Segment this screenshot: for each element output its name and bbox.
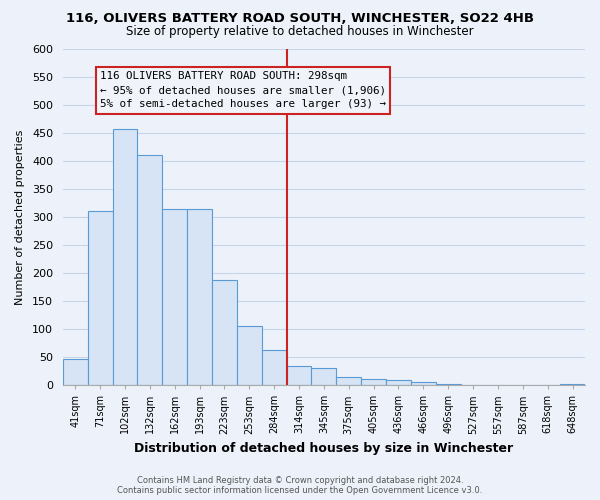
Bar xyxy=(436,384,461,385)
X-axis label: Distribution of detached houses by size in Winchester: Distribution of detached houses by size … xyxy=(134,442,514,455)
Text: Size of property relative to detached houses in Winchester: Size of property relative to detached ho… xyxy=(126,25,474,38)
Bar xyxy=(237,326,262,385)
Bar xyxy=(287,366,311,385)
Bar xyxy=(560,384,585,385)
Text: 116, OLIVERS BATTERY ROAD SOUTH, WINCHESTER, SO22 4HB: 116, OLIVERS BATTERY ROAD SOUTH, WINCHES… xyxy=(66,12,534,26)
Bar xyxy=(113,128,137,385)
Bar xyxy=(386,380,411,385)
Bar xyxy=(63,360,88,385)
Bar xyxy=(361,379,386,385)
Bar xyxy=(187,208,212,385)
Bar xyxy=(262,350,287,385)
Bar xyxy=(461,384,485,385)
Bar xyxy=(162,208,187,385)
Bar xyxy=(137,156,162,385)
Bar xyxy=(88,212,113,385)
Bar xyxy=(411,382,436,385)
Bar xyxy=(212,280,237,385)
Text: Contains HM Land Registry data © Crown copyright and database right 2024.
Contai: Contains HM Land Registry data © Crown c… xyxy=(118,476,482,495)
Y-axis label: Number of detached properties: Number of detached properties xyxy=(15,130,25,305)
Bar xyxy=(311,368,337,385)
Bar xyxy=(337,378,361,385)
Text: 116 OLIVERS BATTERY ROAD SOUTH: 298sqm
← 95% of detached houses are smaller (1,9: 116 OLIVERS BATTERY ROAD SOUTH: 298sqm ←… xyxy=(100,72,386,110)
